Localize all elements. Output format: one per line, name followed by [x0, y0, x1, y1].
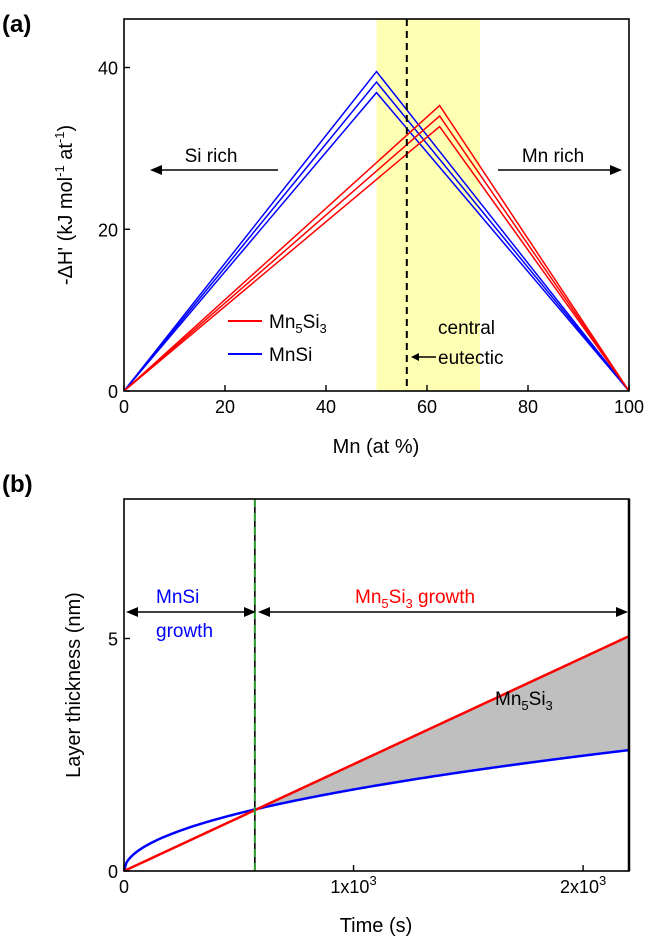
x-tick-label: 80 — [518, 397, 538, 417]
series-mn5si3-line-1 — [123, 104, 630, 392]
panel-a-plot-frame — [123, 18, 630, 392]
panel-b-plot-frame — [123, 498, 630, 872]
mnsi-growth-label-1: MnSi — [156, 587, 199, 608]
y-tick-label: 5 — [108, 630, 118, 650]
panel-a-xlabel: Mn (at %) — [333, 436, 420, 458]
y-tick-label: 0 — [108, 862, 118, 882]
panel-b-label: (b) — [2, 471, 33, 498]
series-mnsi-line-3 — [123, 91, 630, 392]
panel-a-series — [123, 70, 630, 392]
legend-label-mnsi: MnSi — [269, 345, 312, 366]
mn5si3-growth-arrowhead-left — [258, 607, 270, 617]
x-tick-label: 20 — [215, 397, 235, 417]
panel-b-ticks: 0 1x103 2x103 0 5 — [108, 630, 606, 898]
panel-a-eutectic-band — [376, 19, 481, 391]
mn-rich-label: Mn rich — [522, 146, 584, 167]
mnsi-growth-label-2: growth — [156, 621, 213, 642]
series-mnsi-line-2 — [123, 80, 630, 392]
mnsi-growth-arrowhead-left — [126, 607, 138, 617]
panel-a-legend: Mn5Si3 MnSi — [228, 312, 327, 366]
mn-rich-arrowhead — [610, 165, 622, 175]
panel-a: 0 20 40 60 80 100 0 20 40 (a) Si rich Mn rich ce… — [2, 11, 644, 458]
eutectic-label: eutectic — [438, 348, 503, 369]
mnsi-growth-arrowhead-right — [244, 607, 256, 617]
x-tick-label: 40 — [316, 397, 336, 417]
panel-b-ylabel: Layer thickness (nm) — [63, 592, 85, 778]
x-tick-label: 0 — [119, 877, 129, 897]
x-tick-label: 60 — [417, 397, 437, 417]
si-rich-arrowhead — [150, 165, 162, 175]
panel-b: 0 1x103 2x103 0 5 (b) MnSi growth Mn5Si3 gro… — [2, 471, 631, 937]
panel-a-ylabel: -ΔH' (kJ mol-1 at-1) — [52, 125, 77, 285]
x-tick-label: 0 — [119, 397, 129, 417]
series-mn5si3-curve — [123, 635, 630, 873]
panel-a-label: (a) — [2, 11, 31, 38]
x-tick-label: 2x103 — [560, 873, 606, 897]
mn5si3-growth-arrowhead-right — [616, 607, 628, 617]
panel-b-series — [122, 635, 630, 873]
mn5si3-region-label: Mn5Si3 — [495, 689, 553, 713]
y-tick-label: 40 — [98, 59, 118, 79]
eutectic-arrowhead — [411, 353, 419, 361]
panel-b-xlabel: Time (s) — [340, 915, 413, 937]
legend-label-mn5si3: Mn5Si3 — [269, 312, 327, 336]
x-tick-label: 1x103 — [330, 873, 376, 897]
series-mn5si3-line-2 — [123, 114, 630, 392]
series-mn5si3-line-3 — [123, 125, 630, 392]
series-mnsi-line-1 — [123, 70, 630, 392]
y-tick-label: 0 — [108, 382, 118, 402]
si-rich-label: Si rich — [185, 146, 238, 167]
y-tick-label: 20 — [98, 220, 118, 240]
x-tick-label: 100 — [614, 397, 644, 417]
series-mnsi-curve — [122, 748, 630, 872]
mn5si3-growth-label: Mn5Si3 growth — [355, 587, 475, 611]
panel-a-ticks: 0 20 40 60 80 100 0 20 40 — [98, 59, 644, 417]
central-label: central — [438, 318, 495, 339]
